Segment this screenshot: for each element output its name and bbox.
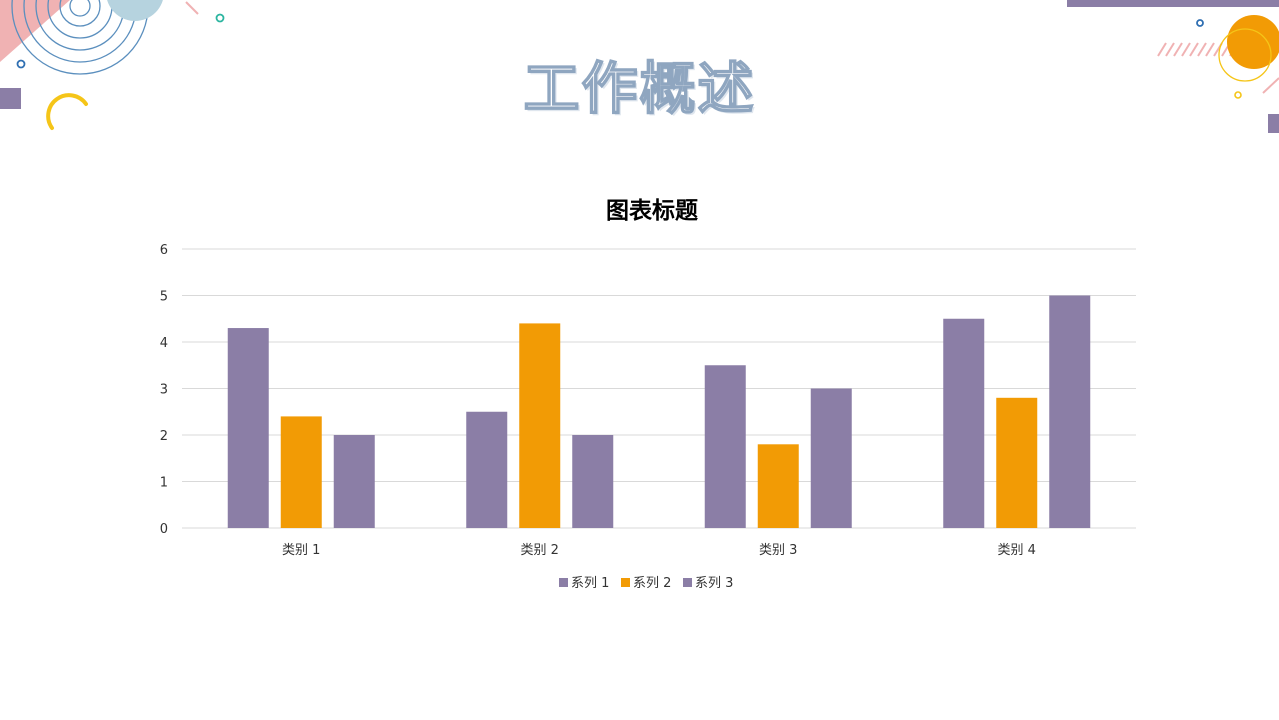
bar [227, 328, 269, 528]
legend-swatch [621, 578, 630, 587]
y-axis-ticks: 0 1 2 3 4 5 6 [160, 243, 168, 537]
y-tick-label: 4 [160, 336, 168, 351]
bar [943, 318, 985, 528]
bar [1049, 295, 1091, 528]
legend-swatch [559, 578, 568, 587]
blue-ring-decor [16, 59, 26, 69]
yellow-ring-decor [1218, 28, 1272, 82]
y-tick-label: 3 [160, 383, 168, 398]
legend-swatch [683, 578, 692, 587]
pink-triangle-decor [0, 0, 70, 62]
bar [333, 435, 375, 528]
teal-ring-decor [215, 13, 225, 23]
bar [810, 388, 852, 528]
bar [280, 416, 322, 528]
x-tick-label: 类别 1 [282, 543, 320, 558]
slide-title: 工作概述 [523, 56, 756, 123]
blue-ring-decor-2 [1196, 19, 1204, 27]
chart-title: 图表标题 [606, 198, 698, 224]
legend: 系列 1 系列 2 系列 3 [559, 576, 733, 591]
pink-line-decor [185, 1, 199, 15]
yellow-dot-decor [1234, 91, 1242, 99]
x-tick-label: 类别 3 [759, 543, 797, 558]
bar [704, 365, 746, 528]
bar [757, 444, 799, 528]
y-tick-label: 5 [160, 290, 168, 305]
legend-label: 系列 2 [633, 576, 671, 591]
bars [227, 295, 1091, 528]
y-tick-label: 6 [160, 243, 168, 258]
y-tick-label: 2 [160, 429, 168, 444]
bar [572, 435, 614, 528]
y-tick-label: 1 [160, 476, 168, 491]
x-axis-ticks: 类别 1 类别 2 类别 3 类别 4 [282, 543, 1036, 558]
pink-line-decor-2 [1262, 77, 1279, 94]
bar [519, 323, 561, 528]
purple-bar-decor [1067, 0, 1279, 7]
x-tick-label: 类别 4 [998, 543, 1036, 558]
yellow-arc-decor [46, 93, 88, 130]
legend-label: 系列 3 [695, 576, 733, 591]
bar [466, 411, 508, 528]
legend-label: 系列 1 [571, 576, 609, 591]
light-blue-circle-decor [107, 0, 163, 21]
purple-square-decor [0, 88, 21, 109]
gridlines [182, 248, 1136, 529]
purple-block-decor [1268, 114, 1279, 133]
x-tick-label: 类别 2 [521, 543, 559, 558]
y-tick-label: 0 [160, 522, 168, 537]
orange-circle-decor [1227, 15, 1279, 69]
bar [996, 397, 1038, 528]
